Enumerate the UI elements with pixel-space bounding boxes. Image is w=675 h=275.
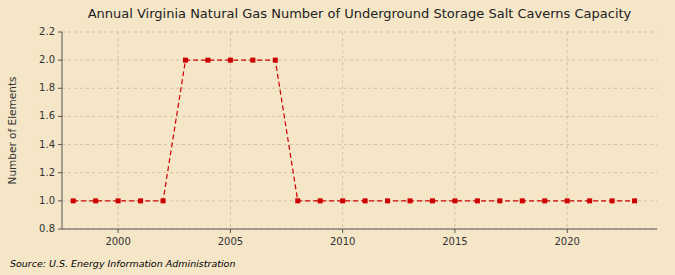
- marker: [116, 198, 121, 203]
- marker: [295, 198, 300, 203]
- marker: [475, 198, 480, 203]
- tick-mark: [58, 116, 62, 117]
- marker: [273, 58, 278, 63]
- tick-label: 2010: [330, 236, 355, 247]
- grid-line: [62, 229, 657, 230]
- marker: [205, 58, 210, 63]
- marker: [520, 198, 525, 203]
- tick-label: 2020: [554, 236, 579, 247]
- chart-container: 0.8 1.0 1.2 1.4 1.6 1.8 2.0 2.2 2000 2005 2010 2015…: [0, 0, 675, 275]
- tick-mark: [567, 229, 568, 233]
- tick-mark: [58, 144, 62, 145]
- line: [73, 60, 634, 201]
- marker: [497, 198, 502, 203]
- marker: [228, 58, 233, 63]
- marker: [452, 198, 457, 203]
- tick-label: 1.4: [39, 139, 55, 150]
- series: [71, 58, 637, 204]
- grid-line: [62, 60, 657, 61]
- grid-line: [62, 172, 657, 173]
- tick-label: 2.2: [39, 26, 55, 37]
- tick-mark: [454, 229, 455, 233]
- tick-mark: [58, 60, 62, 61]
- marker: [93, 198, 98, 203]
- marker: [565, 198, 570, 203]
- marker: [610, 198, 615, 203]
- tick-mark: [58, 32, 62, 33]
- marker: [408, 198, 413, 203]
- tick-label: 2.0: [39, 54, 55, 65]
- title: Annual Virginia Natural Gas Number of Un…: [88, 6, 632, 21]
- grid: [62, 32, 657, 229]
- tick-label: 1.8: [39, 82, 55, 93]
- marker: [340, 198, 345, 203]
- tick-label: 1.2: [39, 167, 55, 178]
- tick-mark: [230, 229, 231, 233]
- tick-mark: [118, 229, 119, 233]
- marker: [587, 198, 592, 203]
- tick-mark: [58, 200, 62, 201]
- marker: [318, 198, 323, 203]
- x-axis-line: [62, 229, 657, 230]
- tick-label: 1.6: [39, 110, 55, 121]
- chart: 0.8 1.0 1.2 1.4 1.6 1.8 2.0 2.2 2000 2005 2010 2015…: [0, 0, 675, 275]
- marker: [542, 198, 547, 203]
- source-note: Source: U.S. Energy Information Administ…: [10, 258, 235, 269]
- marker: [385, 198, 390, 203]
- tick-label: 1.0: [39, 195, 55, 206]
- y-axis-label: Number of Elements: [6, 77, 18, 185]
- tick-label: 2015: [442, 236, 467, 247]
- marker: [632, 198, 637, 203]
- grid-line: [62, 116, 657, 117]
- marker: [161, 198, 166, 203]
- tick-label: 2000: [105, 236, 130, 247]
- marker: [430, 198, 435, 203]
- tick-label: 0.8: [39, 223, 55, 234]
- tick-mark: [58, 229, 62, 230]
- tick-mark: [342, 229, 343, 233]
- tick-label: 2005: [218, 236, 243, 247]
- marker: [138, 198, 143, 203]
- axes: 0.8 1.0 1.2 1.4 1.6 1.8 2.0 2.2 2000 2005 2010 2015…: [39, 26, 657, 247]
- marker: [363, 198, 368, 203]
- grid-line: [62, 32, 657, 33]
- background: [0, 0, 675, 275]
- marker: [71, 198, 76, 203]
- marker: [183, 58, 188, 63]
- marker: [250, 58, 255, 63]
- grid-line: [62, 88, 657, 89]
- y-axis-line: [62, 32, 63, 229]
- tick-mark: [58, 88, 62, 89]
- tick-mark: [58, 172, 62, 173]
- grid-line: [62, 144, 657, 145]
